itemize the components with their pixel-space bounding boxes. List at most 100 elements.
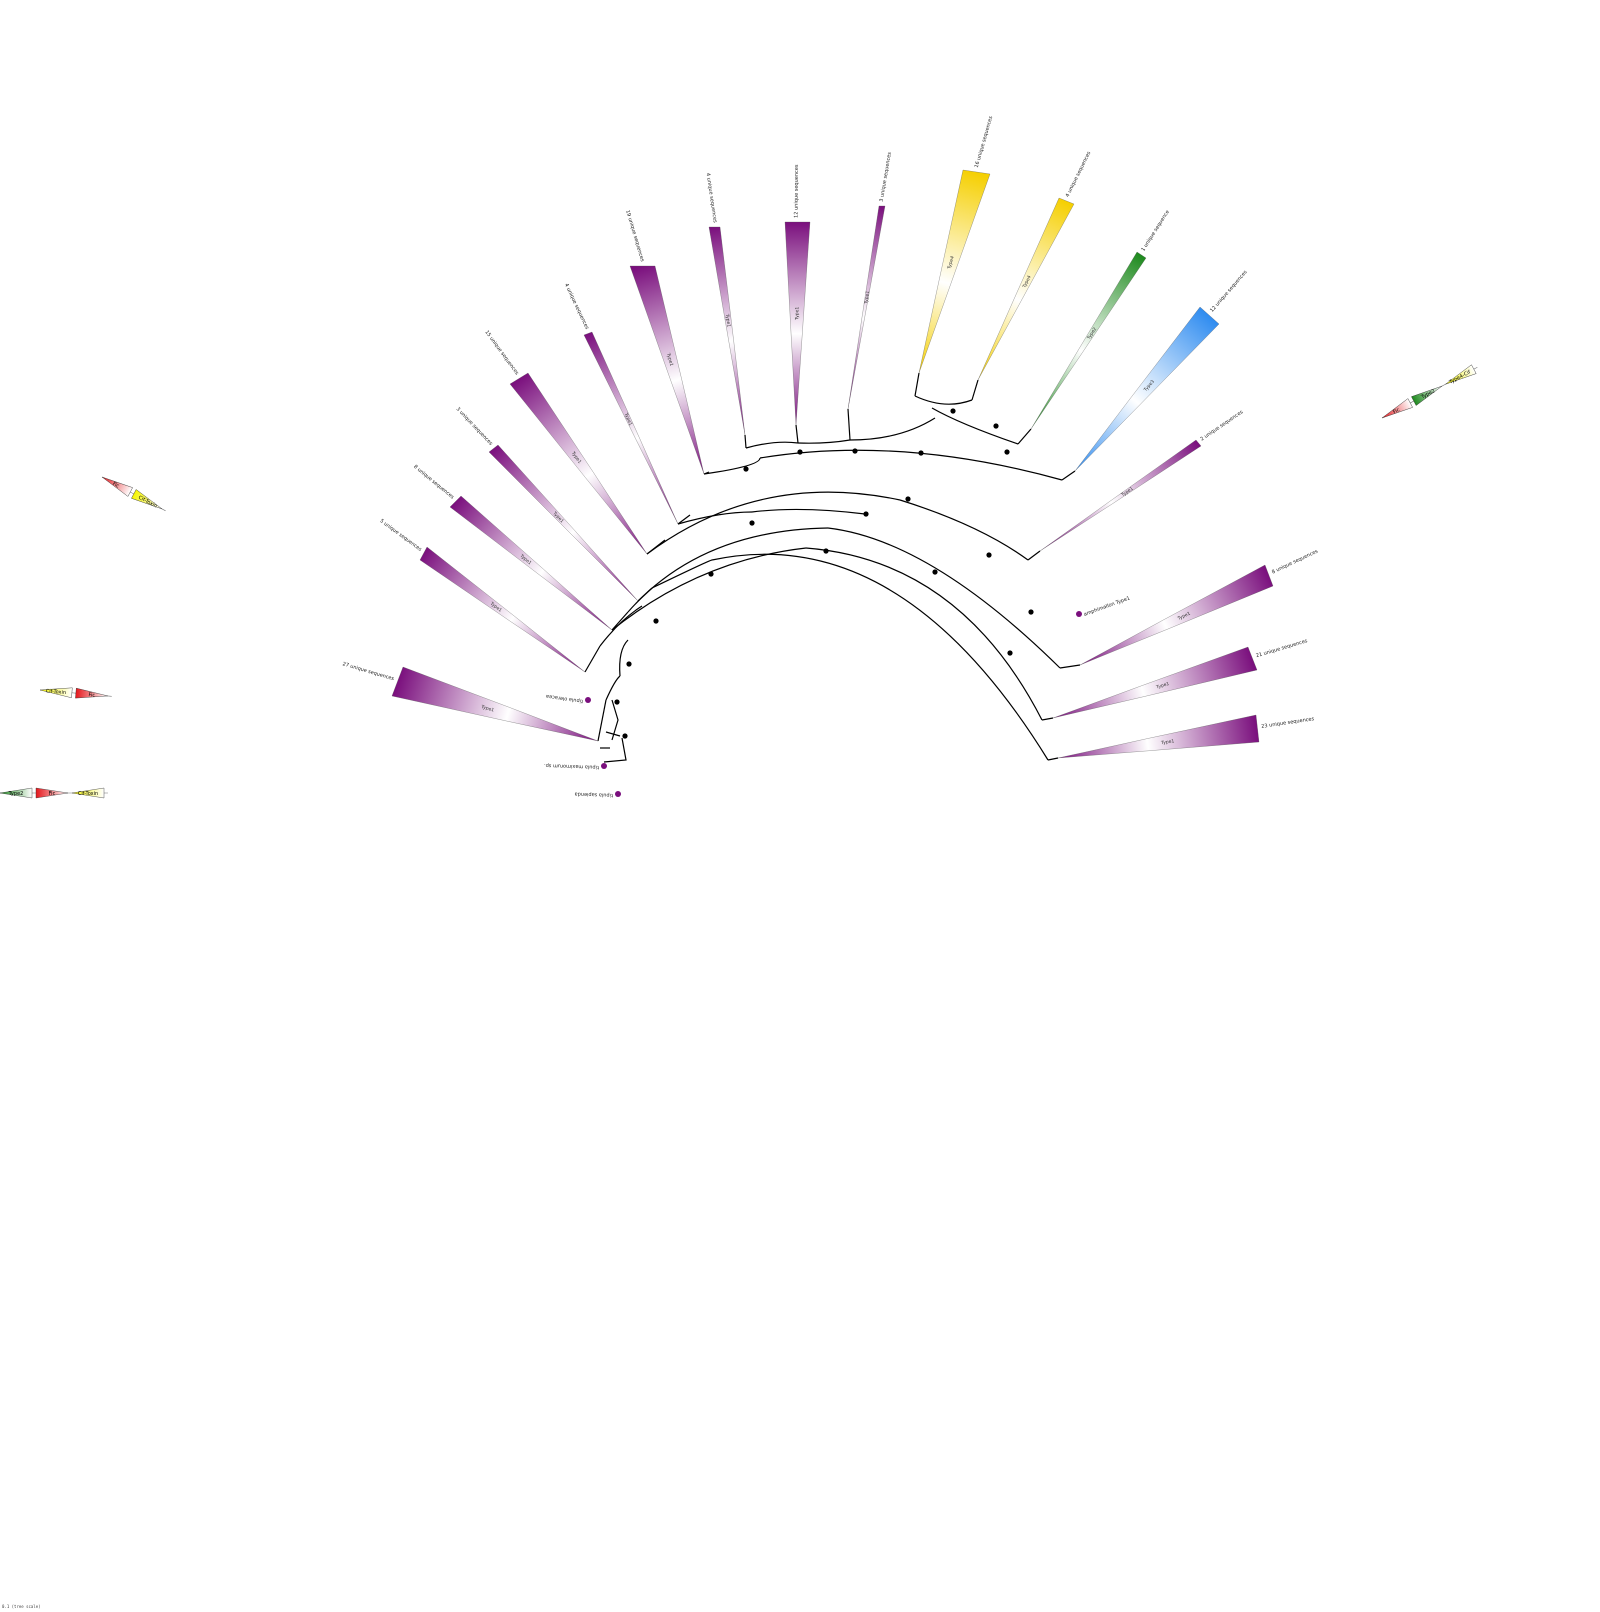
tree-branch xyxy=(759,449,1063,481)
clade-label: 12 unique sequences xyxy=(794,164,800,218)
gene-arrow xyxy=(75,687,108,699)
clade-type-label: Type1 xyxy=(1160,738,1175,746)
clade-triangle xyxy=(629,265,705,475)
clade-triangle xyxy=(391,666,599,742)
clade-triangle xyxy=(509,372,648,555)
tree-branch xyxy=(931,407,1019,445)
tree-branch xyxy=(611,699,619,741)
tree-scale-label: 0.1 (tree scale) xyxy=(2,1604,41,1609)
tree-branch xyxy=(677,511,753,525)
clade-triangle xyxy=(977,197,1075,381)
collapsed-clade: 2 unique sequences Type1 xyxy=(1039,409,1245,552)
gene-map: Cif-Toxin Fic xyxy=(39,687,112,699)
leaf: tipula maximorum sp. xyxy=(544,762,607,770)
clade-triangle xyxy=(583,331,679,525)
gene-tag: Cif-Toxin xyxy=(78,791,98,797)
gene-tag: Type2 xyxy=(1420,388,1437,401)
clade-label: 8 unique sequences xyxy=(1271,548,1319,575)
tree-branch xyxy=(745,441,799,449)
leaf-dot xyxy=(615,791,621,797)
clade-triangle xyxy=(847,205,886,410)
tree-branch xyxy=(611,611,629,631)
gene-tag: Fic xyxy=(49,791,56,797)
tree-branch xyxy=(619,639,629,677)
gene-arrow xyxy=(1411,385,1443,406)
clade-type-label: Type1 xyxy=(863,290,871,305)
tree-branch xyxy=(899,499,1029,561)
tree-branch xyxy=(805,547,1043,721)
clade-label: 21 unique sequences xyxy=(1255,638,1308,659)
clade-type-label: Type4 xyxy=(1021,274,1033,290)
clade-triangle xyxy=(1079,564,1274,666)
clade-triangle xyxy=(488,444,639,602)
leaf-dot xyxy=(585,697,591,703)
gene-arrow xyxy=(35,787,69,799)
tree-branch xyxy=(651,559,713,589)
tree-branch xyxy=(1041,717,1054,721)
clade-triangle xyxy=(1057,714,1260,759)
tree-branch xyxy=(1061,470,1076,481)
tree-branch xyxy=(797,439,851,444)
clade-label: 23 unique sequences xyxy=(1261,716,1315,730)
clade-type-label: Type4 xyxy=(946,255,956,270)
tree-branch xyxy=(605,675,621,701)
support-node xyxy=(905,496,911,502)
leaf: tipula oleracea xyxy=(546,693,591,704)
gene-tag: Fic xyxy=(1392,407,1401,416)
support-node xyxy=(932,569,938,575)
collapsed-clade: 12 unique sequences Type1 xyxy=(784,164,811,426)
clade-label: 16 unique sequences xyxy=(974,115,995,168)
clade-label: 4 unique sequences xyxy=(1065,150,1093,198)
clade-type-label: Type1 xyxy=(1155,681,1170,691)
support-node xyxy=(950,408,956,414)
gene-arrow xyxy=(39,687,73,699)
tree-branch xyxy=(703,457,761,475)
gene-map: Fic Type2 Type4-Cif xyxy=(1381,364,1478,419)
support-node xyxy=(986,552,992,558)
gene-arrow xyxy=(71,787,105,799)
support-node xyxy=(626,661,632,667)
tree-branch xyxy=(751,508,866,515)
gene-arrow xyxy=(131,489,163,510)
collapsed-clade: 16 unique sequences Type4 xyxy=(918,115,995,374)
gene-map: Type2 Fic Cif-Toxin xyxy=(0,787,108,799)
collapsed-clade: 3 unique sequences Type1 xyxy=(847,151,893,410)
support-node xyxy=(708,571,714,577)
tree-branch xyxy=(646,491,901,555)
tree-branches xyxy=(584,372,1081,763)
support-node xyxy=(653,618,659,624)
tree-branch xyxy=(914,395,973,405)
tree-branch xyxy=(584,645,601,673)
support-node xyxy=(622,733,628,739)
gene-arrow xyxy=(101,476,133,497)
gene-arrow xyxy=(1381,398,1413,419)
clade-type-label: Type1 xyxy=(665,352,675,367)
clade-type-label: Type1 xyxy=(724,313,732,328)
support-node xyxy=(823,548,829,554)
collapsed-clade: 4 unique sequences Type1 xyxy=(705,173,746,436)
leaf: amphimallon Type1 xyxy=(1076,595,1131,618)
clade-label: 5 unique sequences xyxy=(379,518,423,553)
tree-branch xyxy=(711,553,1049,761)
gene-tag: Fic xyxy=(111,481,120,490)
clade-triangle xyxy=(1052,646,1258,719)
clade-triangle xyxy=(708,226,746,436)
gene-tag: Cif-Toxin xyxy=(45,688,66,696)
support-node xyxy=(749,520,755,526)
support-node xyxy=(1004,449,1010,455)
leaf-label: tipula maximorum sp. xyxy=(544,762,600,770)
clade-label: 15 unique sequences xyxy=(483,329,520,376)
tree-branch xyxy=(971,379,979,401)
gene-tag: Type4-Cif xyxy=(1448,369,1472,386)
gene-arrow xyxy=(0,787,33,799)
clade-type-label: Type1 xyxy=(622,411,634,427)
tree-branch xyxy=(1017,428,1032,445)
clade-label: 27 unique sequences xyxy=(342,661,395,682)
clade-triangle xyxy=(1039,439,1202,552)
clade-label: 8 unique sequences xyxy=(412,464,455,501)
gene-map: Fic Cif-Toxin xyxy=(101,476,166,512)
collapsed-clade: 23 unique sequences Type1 xyxy=(1057,714,1315,759)
clade-triangle xyxy=(1074,306,1220,472)
leaf-dot xyxy=(601,763,607,769)
